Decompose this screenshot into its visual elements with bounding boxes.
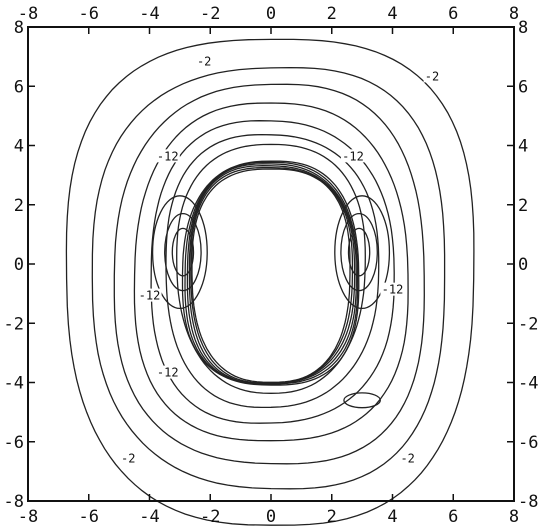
side-lobe-contour-2	[164, 212, 202, 292]
side-lobe-contour-5	[340, 212, 378, 292]
plot-frame	[27, 26, 515, 502]
y-tick-label-right: -8	[518, 492, 538, 512]
contour-level-label: -2	[425, 69, 439, 83]
contour-level-label: -12	[139, 289, 161, 303]
axis-ticks	[27, 26, 515, 502]
y-tick-label-left: -6	[4, 433, 24, 453]
x-tick-label-bottom: -4	[139, 507, 159, 527]
side-lobe-contour-3	[151, 195, 208, 310]
side-lobe-contour-7	[343, 392, 381, 409]
x-tick-label-bottom: 4	[387, 507, 397, 527]
contour-level-label: -12	[157, 149, 179, 163]
contour-label-background	[399, 451, 417, 465]
contour-lines	[65, 38, 475, 526]
x-tick-label-bottom: 0	[266, 507, 276, 527]
contour-label-background	[137, 288, 162, 302]
contour-label-background	[380, 282, 405, 296]
y-tick-label-right: 2	[518, 196, 528, 216]
y-tick-label-left: -8	[4, 492, 24, 512]
x-tick-label-top: -8	[18, 4, 38, 24]
body-contour-6	[181, 160, 360, 386]
x-tick-label-top: 2	[327, 4, 337, 24]
contour-label-background	[119, 451, 137, 465]
x-tick-label-top: 0	[266, 4, 276, 24]
x-tick-label-bottom: -2	[200, 507, 220, 527]
y-tick-label-left: 2	[14, 196, 24, 216]
side-lobe-contour-4	[347, 227, 371, 277]
y-tick-label-left: 8	[14, 18, 24, 38]
body-contour-1	[191, 168, 351, 383]
outer-contour-1	[176, 143, 366, 394]
x-tick-label-bottom: 6	[448, 507, 458, 527]
contour-label-background	[340, 149, 366, 163]
x-tick-label-top: -2	[200, 4, 220, 24]
y-tick-label-left: -2	[4, 314, 24, 334]
side-lobe-contour-1	[171, 227, 195, 277]
outer-contour-5	[113, 83, 425, 465]
outer-contour-3	[150, 120, 395, 424]
outer-contour-6	[91, 66, 446, 490]
contour-level-label: -2	[121, 452, 135, 466]
x-tick-label-bottom: -8	[18, 507, 38, 527]
outer-contour-7	[65, 38, 475, 526]
y-tick-label-left: 0	[14, 255, 24, 275]
body-contour-2	[190, 166, 354, 384]
contour-level-labels: -2 -2 -12 -12 -12 -12 -12 -2 -2	[119, 54, 441, 466]
y-tick-label-right: -2	[518, 314, 538, 334]
x-tick-label-top: -4	[139, 4, 159, 24]
contour-level-label: -12	[342, 149, 364, 163]
contour-label-background	[155, 149, 180, 163]
y-tick-label-right: 8	[518, 18, 528, 38]
x-tick-label-top: -6	[79, 4, 99, 24]
x-tick-label-top: 8	[509, 4, 519, 24]
body-contour-3	[188, 165, 356, 385]
contour-label-background	[423, 69, 441, 83]
contour-level-label: -12	[157, 366, 179, 380]
y-tick-label-left: -4	[4, 374, 24, 394]
outer-contour-4	[133, 102, 409, 442]
y-tick-label-right: -4	[518, 374, 538, 394]
contour-level-label: -2	[197, 55, 211, 69]
contour-level-label: -12	[382, 283, 404, 297]
x-tick-label-bottom: 2	[327, 507, 337, 527]
contour-label-background	[155, 365, 180, 379]
x-tick-label-bottom: 8	[509, 507, 519, 527]
y-tick-label-right: -6	[518, 433, 538, 453]
x-tick-label-top: 4	[387, 4, 397, 24]
y-tick-label-right: 4	[518, 137, 528, 157]
y-tick-label-left: 6	[14, 77, 24, 97]
outer-contour-2	[165, 133, 380, 409]
contour-label-background	[195, 54, 213, 68]
contour-level-label: -2	[400, 452, 414, 466]
y-tick-label-right: 0	[518, 255, 528, 275]
side-lobe-contour-6	[334, 195, 391, 310]
body-contour-5	[184, 161, 359, 385]
x-tick-label-bottom: -6	[79, 507, 99, 527]
body-contour-4	[186, 163, 357, 385]
y-tick-label-left: 4	[14, 137, 24, 157]
y-tick-label-right: 6	[518, 77, 528, 97]
x-tick-label-top: 6	[448, 4, 458, 24]
